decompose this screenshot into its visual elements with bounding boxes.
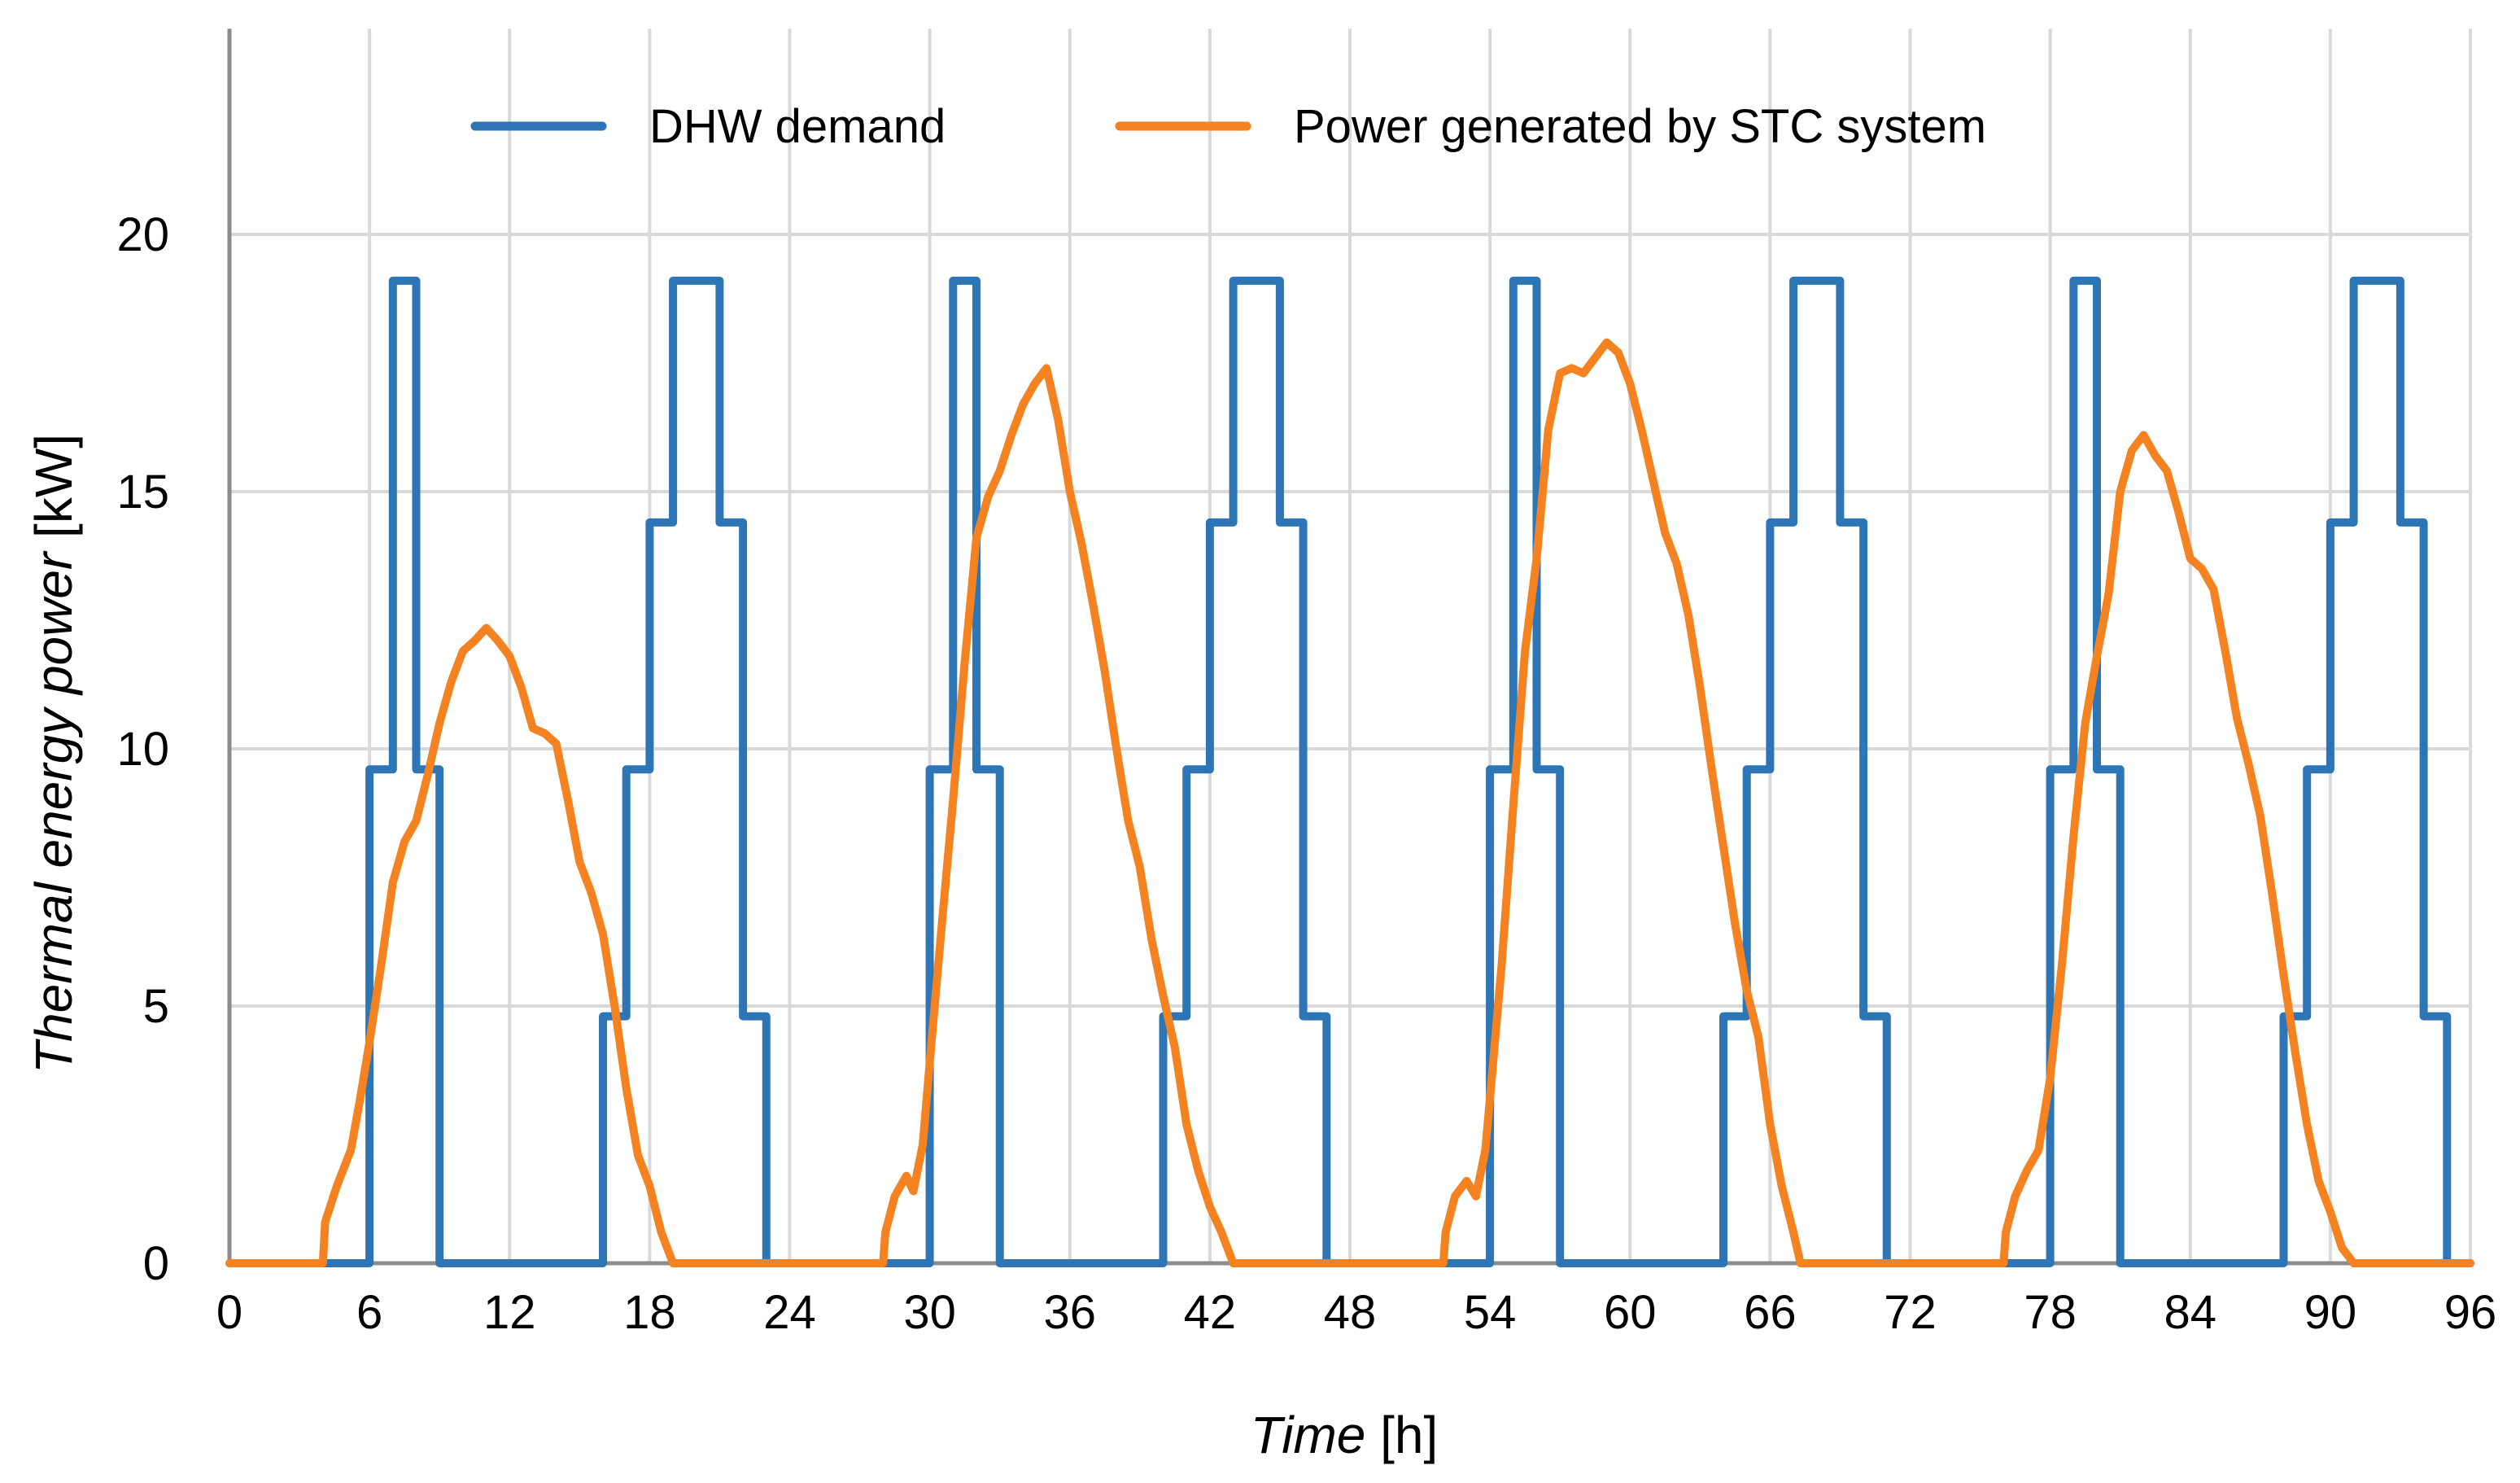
x-tick-label: 72	[1884, 1286, 1937, 1339]
x-tick-label: 60	[1604, 1286, 1657, 1339]
x-tick-label: 66	[1744, 1286, 1797, 1339]
chart-grid	[229, 28, 2472, 1263]
x-tick-label: 36	[1043, 1286, 1096, 1339]
x-tick-label: 90	[2304, 1286, 2357, 1339]
y-tick-label: 20	[116, 208, 169, 261]
x-tick-label: 84	[2164, 1286, 2216, 1339]
chart-series	[225, 276, 2474, 1267]
x-tick-label: 0	[216, 1286, 242, 1339]
chart-tick-labels: 0 6 12 18 24 30 36 42 48 54 60 66 72 78 84 90 96 0 5 10 15 20	[116, 208, 2496, 1339]
y-tick-label: 5	[143, 980, 169, 1033]
y-axis-title: Thermal energy power [kW]	[24, 434, 83, 1074]
series-line-stc-power	[225, 338, 2474, 1267]
y-tick-label: 15	[116, 466, 169, 518]
x-tick-label: 54	[1464, 1286, 1517, 1339]
x-tick-label: 18	[623, 1286, 676, 1339]
x-tick-label: 78	[2024, 1286, 2077, 1339]
x-tick-label: 30	[903, 1286, 956, 1339]
x-tick-label: 42	[1184, 1286, 1237, 1339]
legend-label-dhw-demand: DHW demand	[649, 100, 946, 153]
x-tick-label: 12	[483, 1286, 536, 1339]
x-tick-label: 24	[763, 1286, 816, 1339]
y-tick-label: 0	[143, 1237, 169, 1290]
y-tick-label: 10	[116, 723, 169, 776]
x-tick-label: 6	[356, 1286, 382, 1339]
chart-legend: DHW demand Power generated by STC system	[470, 100, 1986, 153]
x-tick-label: 48	[1324, 1286, 1377, 1339]
legend-label-stc-power: Power generated by STC system	[1294, 100, 1986, 153]
x-axis-title: Time [h]	[1251, 1406, 1439, 1464]
x-tick-label: 96	[2444, 1286, 2497, 1339]
